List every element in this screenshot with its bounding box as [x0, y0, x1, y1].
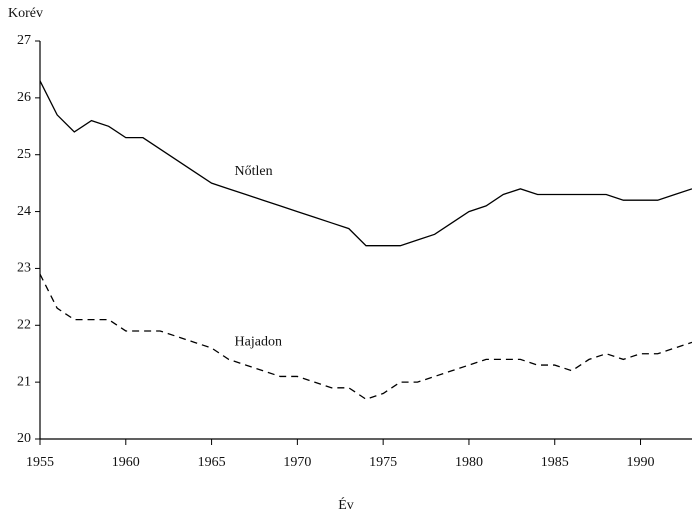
x-tick-label: 1985	[541, 455, 569, 470]
y-tick-label: 20	[17, 431, 31, 446]
x-tick-label: 1960	[112, 455, 140, 470]
y-tick-label: 22	[17, 318, 31, 333]
y-tick-label: 27	[17, 33, 31, 48]
x-tick-label: 1965	[198, 455, 226, 470]
y-tick-label: 25	[17, 147, 31, 162]
x-tick-label: 1980	[455, 455, 483, 470]
x-tick-label: 1955	[26, 455, 54, 470]
y-tick-label: 21	[17, 374, 31, 389]
y-tick-label: 26	[17, 90, 31, 105]
series-label: Hajadon	[235, 335, 282, 350]
series-line	[39, 80, 692, 247]
x-axis-label: Év	[338, 496, 354, 513]
x-tick-label: 1975	[369, 455, 397, 470]
y-tick-label: 24	[17, 204, 31, 219]
y-tick-label: 23	[17, 261, 31, 276]
series-label: Nőtlen	[235, 164, 273, 179]
y-axis-label: Korév	[8, 6, 43, 21]
x-tick-label: 1970	[283, 455, 311, 470]
x-tick-label: 1990	[627, 455, 655, 470]
series-line	[39, 273, 692, 400]
